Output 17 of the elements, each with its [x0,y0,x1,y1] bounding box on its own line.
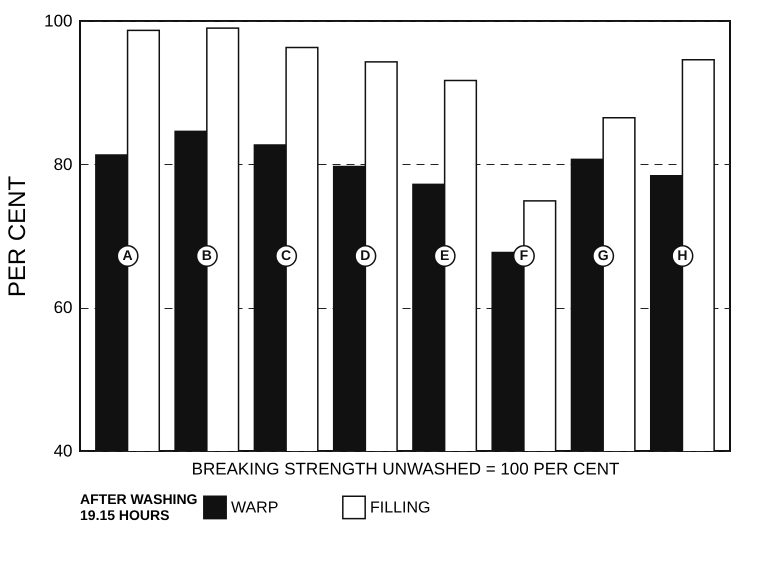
x-tick-label: E [440,247,450,263]
y-tick-label: 100 [44,12,72,30]
legend-title: AFTER WASHING 19.15 HOURS [80,491,198,523]
x-tick-label: B [202,247,212,263]
y-tick-label: 60 [54,298,72,318]
x-tick-label: D [360,247,370,263]
x-axis-title: BREAKING STRENGTH UNWASHED = 100 PER CENT [192,460,620,478]
x-tick-label: A [122,247,133,263]
x-tick-label: C [281,247,292,263]
x-tick-label: F [520,247,529,263]
x-tick-label: H [677,247,688,263]
legend-label: WARP [231,499,278,516]
y-axis-title: PER CENT [4,175,32,298]
legend-label: FILLING [370,499,430,516]
y-tick-label: 80 [54,154,72,174]
x-tick-label: G [598,247,609,263]
y-tick-label: 40 [54,442,72,460]
